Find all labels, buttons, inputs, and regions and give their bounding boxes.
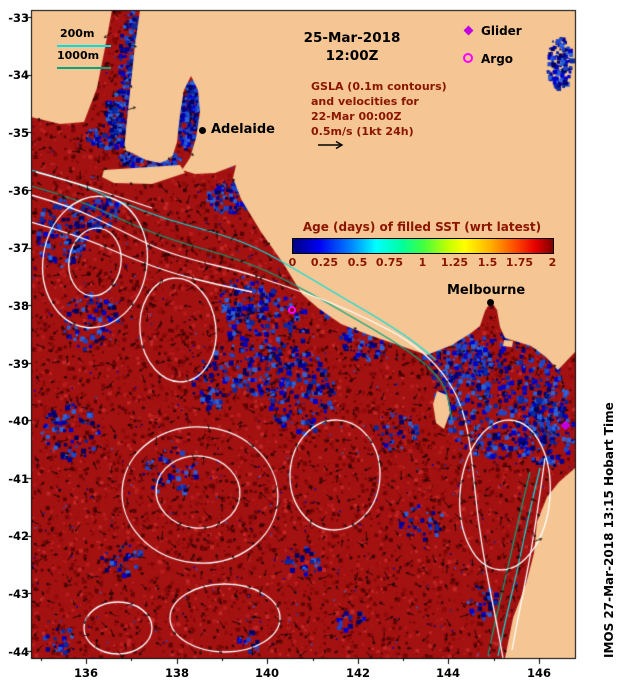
- depth-legend-1000m-label: 1000m: [57, 49, 100, 62]
- lat-axis-label: -35: [8, 126, 29, 140]
- adelaide-marker: [199, 127, 206, 134]
- lon-axis-label: 138: [164, 666, 189, 680]
- lon-axis-label: 146: [526, 666, 551, 680]
- adelaide-label: Adelaide: [211, 122, 275, 137]
- colorbar-tick-label: 2: [548, 256, 557, 269]
- gsla-info-line3: 22-Mar 00:00Z: [311, 110, 402, 123]
- argo-legend-label: Argo: [481, 52, 514, 66]
- colorbar-tick-label: 0.25: [310, 256, 339, 269]
- gsla-info-line2: and velocities for: [311, 95, 419, 108]
- lat-axis-label: -43: [8, 587, 29, 601]
- depth-legend-200m-label: 200m: [60, 27, 95, 40]
- map-date-title: 25-Mar-2018: [303, 30, 401, 46]
- lat-axis-label: -38: [8, 299, 29, 313]
- lat-axis-label: -41: [8, 472, 29, 486]
- depth-contour-200m-line: [57, 45, 111, 47]
- lat-axis-label: -33: [8, 11, 29, 25]
- argo-float-marker: [288, 306, 296, 314]
- lon-axis-label: 136: [73, 666, 98, 680]
- gsla-info-line4: 0.5m/s (1kt 24h): [311, 125, 414, 138]
- lon-axis-label: 144: [435, 666, 460, 680]
- lat-axis-label: -34: [8, 68, 29, 82]
- lat-axis-label: -39: [8, 357, 29, 371]
- colorbar-tick-label: 1.75: [505, 256, 534, 269]
- lat-axis-label: -44: [8, 645, 29, 659]
- argo-legend-icon: [463, 53, 473, 63]
- gsla-info-block: GSLA (0.1m contours) and velocities for …: [311, 79, 447, 139]
- colorbar-tick-label: 1.25: [440, 256, 469, 269]
- depth-contour-1000m-line: [57, 67, 111, 69]
- colorbar-title: Age (days) of filled SST (wrt latest): [302, 220, 542, 234]
- colorbar-gradient: [292, 238, 554, 254]
- lon-axis-label: 140: [254, 666, 279, 680]
- colorbar-tick-label: 0.75: [375, 256, 404, 269]
- melbourne-label: Melbourne: [447, 283, 526, 298]
- lon-axis-label: 142: [345, 666, 370, 680]
- gsla-info-line1: GSLA (0.1m contours): [311, 80, 447, 93]
- imos-timestamp-watermark: IMOS 27-Mar-2018 13:15 Hobart Time: [602, 402, 616, 658]
- glider-legend-label: Glider: [481, 24, 522, 38]
- lat-axis-label: -36: [8, 184, 29, 198]
- melbourne-marker: [487, 299, 494, 306]
- map-time-title: 12:00Z: [325, 48, 379, 64]
- colorbar-tick-label: 1: [418, 256, 427, 269]
- lat-axis-label: -42: [8, 529, 29, 543]
- colorbar-tick-label: 0: [288, 256, 297, 269]
- lat-axis-label: -37: [8, 241, 29, 255]
- lat-axis-label: -40: [8, 414, 29, 428]
- colorbar-tick-label: 0.5: [347, 256, 368, 269]
- colorbar-tick-label: 1.5: [477, 256, 498, 269]
- velocity-scale-arrow-icon: [318, 140, 344, 150]
